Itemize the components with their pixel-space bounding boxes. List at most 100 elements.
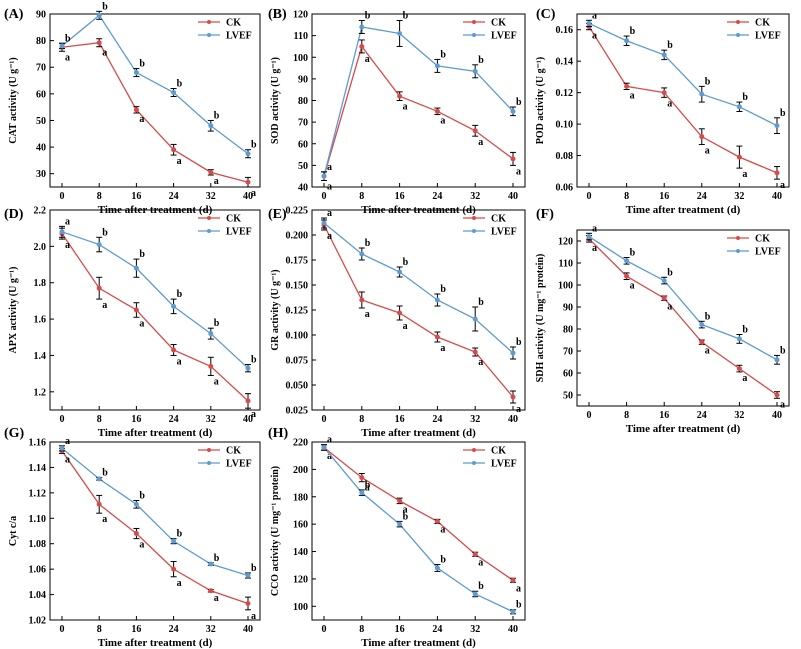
x-axis-title: Time after treatment (d) xyxy=(361,637,476,649)
series-line-ck xyxy=(588,238,778,396)
data-point-ck xyxy=(171,347,177,353)
significance-letter: a xyxy=(365,309,370,320)
significance-letter: a xyxy=(139,540,144,551)
data-point-lvef xyxy=(624,258,630,264)
y-tick-label: 0.06 xyxy=(556,183,574,194)
x-tick-label: 8 xyxy=(97,191,102,202)
significance-letter: a xyxy=(139,114,144,125)
plot-frame xyxy=(576,229,790,407)
significance-letter: b xyxy=(177,289,183,300)
y-tick-label: 1.12 xyxy=(29,488,47,499)
significance-letter: a xyxy=(667,98,672,109)
significance-letter: a xyxy=(516,404,521,415)
data-point-lvef xyxy=(774,357,780,363)
significance-letter: b xyxy=(102,1,108,12)
y-tick-label: 50 xyxy=(563,391,573,402)
y-tick-label: 90 xyxy=(36,10,46,21)
data-point-lvef xyxy=(245,573,251,578)
x-tick-label: 8 xyxy=(359,191,364,202)
data-point-lvef xyxy=(96,242,102,248)
y-tick-label: 0.175 xyxy=(286,256,309,267)
y-tick-label: 120 xyxy=(558,237,573,248)
series-line-lvef xyxy=(61,447,249,577)
panel-label: (D) xyxy=(4,207,24,222)
significance-letter: a xyxy=(403,321,408,332)
x-tick-label: 8 xyxy=(359,414,364,425)
data-point-lvef xyxy=(321,173,327,179)
x-tick-label: 40 xyxy=(508,414,518,425)
data-point-lvef xyxy=(434,565,440,571)
significance-letter: a xyxy=(478,357,483,368)
series-line-ck xyxy=(323,45,514,177)
x-tick-label: 40 xyxy=(772,410,782,421)
x-tick-label: 0 xyxy=(60,624,65,635)
significance-letter: b xyxy=(214,110,220,121)
y-tick-label: 1.4 xyxy=(34,351,47,362)
y-tick-label: 1.6 xyxy=(34,315,47,326)
y-tick-label: 90 xyxy=(298,74,308,85)
significance-letter: b xyxy=(516,600,522,611)
y-tick-label: 100 xyxy=(293,602,308,613)
data-point-ck xyxy=(699,339,705,345)
significance-letter: a xyxy=(65,436,70,447)
data-point-ck xyxy=(624,273,630,279)
y-axis-title: SOD activity (U g⁻¹) xyxy=(270,57,281,144)
legend-label-ck: CK xyxy=(491,446,506,457)
x-tick-label: 24 xyxy=(697,191,707,202)
data-point-lvef xyxy=(245,151,251,157)
legend-marker-ck xyxy=(207,448,211,452)
y-tick-label: 100 xyxy=(558,281,573,292)
significance-letter: a xyxy=(478,557,483,568)
x-tick-label: 24 xyxy=(432,191,442,202)
legend-marker-lvef xyxy=(472,461,476,465)
data-point-lvef xyxy=(736,336,742,342)
y-axis-title: POD activity (U g⁻¹) xyxy=(535,57,546,144)
y-tick-label: 0.12 xyxy=(556,88,574,99)
y-tick-label: 0.100 xyxy=(286,331,309,342)
x-tick-label: 16 xyxy=(131,414,141,425)
data-point-ck xyxy=(133,531,139,537)
data-point-lvef xyxy=(171,303,177,309)
data-point-lvef xyxy=(321,220,327,226)
x-axis-title: Time after treatment (d) xyxy=(626,423,741,435)
x-axis-title: Time after treatment (d) xyxy=(98,637,213,649)
significance-letter: b xyxy=(705,311,711,322)
data-point-lvef xyxy=(96,12,102,18)
significance-letter: a xyxy=(592,223,597,234)
x-tick-label: 16 xyxy=(659,191,669,202)
data-point-lvef xyxy=(59,445,65,451)
significance-letter: b xyxy=(214,318,220,329)
significance-letter: b xyxy=(139,249,145,260)
significance-letter: a xyxy=(478,137,483,148)
significance-letter: a xyxy=(440,116,445,127)
data-point-ck xyxy=(96,285,102,291)
significance-letter: b xyxy=(403,511,409,522)
data-point-ck xyxy=(96,501,102,507)
significance-letter: b xyxy=(440,49,446,60)
y-tick-label: 0.10 xyxy=(556,120,574,131)
significance-letter: b xyxy=(139,490,145,501)
data-point-ck xyxy=(359,475,365,481)
significance-letter: b xyxy=(630,248,636,259)
plot-frame xyxy=(49,209,261,411)
significance-letter: a xyxy=(403,505,408,516)
y-tick-label: 100 xyxy=(293,53,308,64)
data-point-ck xyxy=(208,588,214,594)
data-point-lvef xyxy=(472,68,478,74)
series-line-lvef xyxy=(323,447,514,613)
data-point-ck xyxy=(208,363,214,369)
data-point-ck xyxy=(661,295,667,301)
data-point-lvef xyxy=(133,70,139,76)
data-point-lvef xyxy=(397,521,403,527)
x-tick-label: 32 xyxy=(206,624,216,635)
data-point-lvef xyxy=(510,609,516,615)
data-point-ck xyxy=(661,90,667,96)
x-tick-label: 24 xyxy=(432,414,442,425)
data-point-ck xyxy=(510,394,516,400)
x-tick-label: 40 xyxy=(508,624,518,635)
panel-label: (A) xyxy=(4,7,24,22)
y-tick-label: 0.200 xyxy=(286,231,309,242)
series-line-lvef xyxy=(61,231,249,369)
significance-letter: a xyxy=(251,409,256,420)
